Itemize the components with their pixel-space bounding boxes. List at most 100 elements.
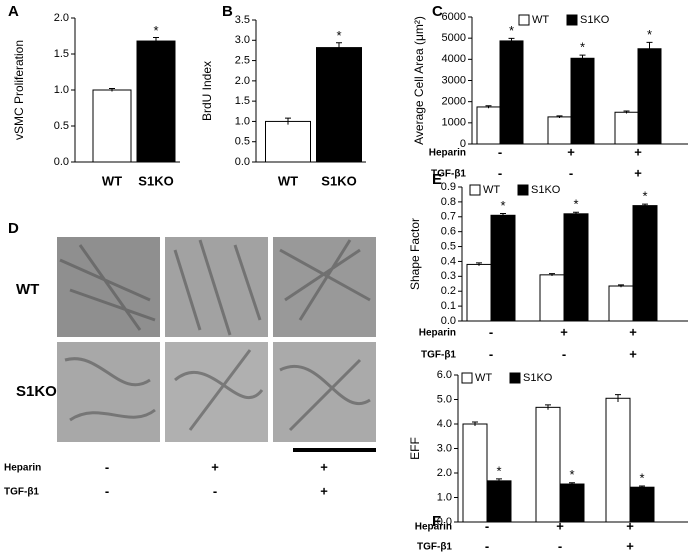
condition-label: Heparin [415, 522, 452, 533]
y-tick-label: 0.9 [441, 181, 456, 193]
significance: * [639, 470, 644, 485]
micrograph [273, 237, 376, 337]
legend-label: WT [532, 14, 549, 26]
condition-value: - [558, 538, 562, 553]
cell-texture [59, 239, 371, 432]
bar [570, 57, 595, 145]
error-bar [545, 404, 551, 410]
condition-value: - [498, 165, 502, 180]
error-bar [618, 284, 624, 288]
error-bar [579, 54, 586, 62]
bar [547, 116, 572, 145]
y-tick-label: 0.0 [441, 315, 456, 327]
y-tick-label: 2.5 [235, 54, 250, 66]
condition-value: + [629, 346, 637, 361]
y-tick-label: 5000 [442, 32, 466, 44]
condition-value: + [626, 518, 634, 533]
micrograph [165, 342, 268, 442]
condition-value: - [485, 538, 489, 553]
y-tick-label: 3.5 [235, 14, 250, 26]
y-tick-label: 6.0 [437, 369, 452, 381]
panel-label: A [8, 3, 19, 20]
y-tick-label: 4.0 [437, 418, 452, 430]
micrograph [273, 342, 376, 442]
panel-label: E [432, 171, 442, 188]
scale-bar [293, 448, 376, 452]
panel-label: C [432, 3, 443, 20]
y-tick-label: 0.3 [441, 270, 456, 282]
error-bar [472, 421, 478, 426]
significance: * [509, 23, 514, 38]
condition-value: + [320, 483, 328, 498]
row-label: S1KO [16, 383, 57, 400]
bar [476, 106, 501, 145]
y-axis-label: EFF [408, 437, 422, 460]
condition-value: - [105, 483, 109, 498]
legend-swatch [461, 372, 473, 384]
panel-label: B [222, 3, 233, 20]
condition-value: + [626, 538, 634, 553]
condition-label: TGF-β1 [4, 487, 39, 498]
condition-label: Heparin [429, 148, 466, 159]
legend-swatch [566, 14, 578, 26]
y-axis-label: BrdU Index [200, 61, 214, 121]
legend-swatch [517, 184, 529, 196]
bar [632, 205, 658, 322]
bar [563, 213, 589, 322]
legend-swatch [518, 14, 530, 26]
condition-value: - [569, 165, 573, 180]
bar [608, 285, 634, 322]
condition-label: TGF-β1 [417, 542, 452, 553]
y-tick-label: 3000 [442, 74, 466, 86]
significance: * [336, 28, 341, 43]
micrographs [57, 237, 376, 452]
y-tick-label: 1000 [442, 117, 466, 129]
y-tick-label: 1.0 [437, 491, 452, 503]
y-tick-label: 1.5 [54, 48, 69, 60]
bar [535, 406, 561, 523]
condition-value: - [489, 346, 493, 361]
y-axis-label: Shape Factor [408, 218, 422, 290]
bar [92, 89, 132, 163]
bar [637, 48, 662, 145]
condition-value: - [213, 483, 217, 498]
y-tick-label: 1.5 [235, 95, 250, 107]
bar [136, 40, 176, 163]
error-bar [496, 478, 502, 483]
error-bar [336, 42, 342, 53]
y-tick-label: 4000 [442, 53, 466, 65]
condition-label: Heparin [4, 463, 41, 474]
bar [466, 263, 492, 322]
micrograph [165, 237, 268, 337]
y-tick-label: 0.5 [54, 120, 69, 132]
legend-swatch [469, 184, 481, 196]
significance: * [153, 23, 158, 38]
condition-value: - [485, 518, 489, 533]
y-tick-label: 2.0 [54, 12, 69, 24]
condition-value: + [634, 144, 642, 159]
x-tick-label: WT [102, 173, 122, 188]
significance: * [647, 27, 652, 42]
condition-value: + [567, 144, 575, 159]
significance: * [573, 197, 578, 212]
error-bar [639, 485, 645, 489]
bar [316, 47, 362, 163]
y-tick-label: 0.1 [441, 300, 456, 312]
y-tick-label: 0.5 [235, 136, 250, 148]
condition-value: + [556, 518, 564, 533]
y-tick-label: 0.0 [437, 516, 452, 528]
significance: * [580, 40, 585, 55]
legend-label: S1KO [523, 372, 553, 384]
row-label: WT [16, 281, 39, 298]
x-tick-label: S1KO [321, 173, 356, 188]
error-bar [500, 213, 506, 218]
error-bar [573, 211, 579, 216]
legend-label: S1KO [531, 184, 561, 196]
error-bar [646, 41, 653, 56]
condition-value: - [562, 346, 566, 361]
error-bar [642, 203, 648, 208]
significance: * [569, 467, 574, 482]
bar [539, 274, 565, 322]
significance: * [500, 198, 505, 213]
